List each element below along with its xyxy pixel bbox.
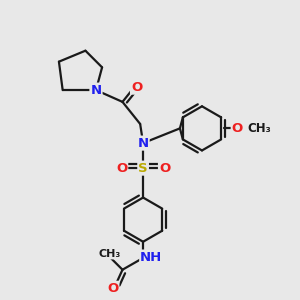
Text: O: O <box>116 162 127 175</box>
Text: CH₃: CH₃ <box>247 122 271 135</box>
Text: N: N <box>137 136 149 150</box>
Text: NH: NH <box>140 250 163 264</box>
Text: CH₃: CH₃ <box>98 248 120 259</box>
Text: O: O <box>107 282 118 295</box>
Text: S: S <box>138 162 148 175</box>
Text: O: O <box>232 122 243 135</box>
Text: O: O <box>131 81 142 94</box>
Text: N: N <box>90 84 102 97</box>
Text: O: O <box>159 162 170 175</box>
